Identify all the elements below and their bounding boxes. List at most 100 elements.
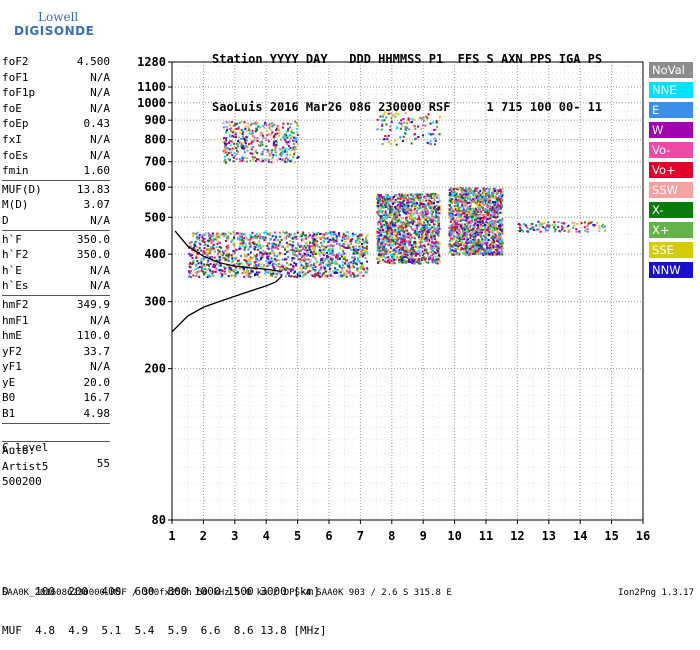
echo-point [495,195,497,197]
echo-point [242,143,244,145]
echo-point [315,258,317,260]
echo-point [492,207,494,209]
echo-point [267,151,269,153]
echo-point [431,256,433,258]
echo-point [493,203,495,205]
echo-point [485,250,487,252]
echo-point [416,210,418,212]
echo-point [499,212,501,214]
echo-point [223,266,225,268]
echo-point [473,251,475,253]
echo-point [419,213,421,215]
echo-point [212,246,214,248]
echo-point [278,263,280,265]
echo-point [292,241,294,243]
echo-point [267,243,269,245]
echo-point [208,232,210,234]
echo-point [365,236,367,238]
echo-point [431,217,433,219]
echo-point [223,252,225,254]
echo-point [341,245,343,247]
echo-point [547,221,549,223]
echo-point [436,216,438,218]
echo-point [396,256,398,258]
echo-point [476,187,478,189]
echo-point [204,238,206,240]
echo-point [213,248,215,250]
echo-point [436,197,438,199]
echo-point [294,146,296,148]
echo-point [401,241,403,243]
echo-point [331,254,333,256]
echo-point [297,124,299,126]
echo-point [222,257,224,259]
echo-point [486,203,488,205]
echo-point [494,190,496,192]
echo-point [378,238,380,240]
echo-point [404,259,406,261]
echo-point [598,225,600,227]
echo-point [243,276,245,278]
echo-point [216,246,218,248]
echo-point [262,236,264,238]
echo-point [352,272,354,274]
echo-point [424,258,426,260]
echo-point [397,226,399,228]
echo-point [338,252,340,254]
echo-point [233,160,235,162]
echo-point [288,135,290,137]
echo-point [289,160,291,162]
echo-point [238,236,240,238]
echo-point [250,238,252,240]
echo-point [348,247,350,249]
echo-point [217,236,219,238]
echo-point [275,140,277,142]
echo-point [243,237,245,239]
echo-point [454,226,456,228]
echo-point [207,255,209,257]
echo-point [263,264,265,266]
echo-point [578,231,580,233]
echo-point [391,207,393,209]
echo-point [395,251,397,253]
echo-point [256,152,258,154]
echo-point [325,232,327,234]
echo-point [253,243,255,245]
echo-point [396,210,398,212]
echo-point [324,274,326,276]
echo-point [553,226,555,228]
echo-point [225,250,227,252]
echo-point [204,271,206,273]
echo-point [435,212,437,214]
echo-point [256,261,258,263]
echo-point [423,203,425,205]
echo-point [239,243,241,245]
echo-point [189,255,191,257]
echo-point [309,242,311,244]
echo-point [227,257,229,259]
echo-point [323,240,325,242]
echo-point [457,248,459,250]
echo-point [260,252,262,254]
echo-point [389,196,391,198]
echo-point [199,270,201,272]
echo-point [211,257,213,259]
echo-point [386,136,388,138]
echo-point [429,197,431,199]
echo-point [394,237,396,239]
echo-point [306,255,308,257]
echo-point [263,127,265,129]
echo-point [424,125,426,127]
echo-point [457,203,459,205]
echo-point [378,211,380,213]
echo-point [396,144,398,146]
echo-point [309,234,311,236]
echo-point [202,253,204,255]
echo-point [269,262,271,264]
echo-point [274,268,276,270]
echo-point [554,230,556,232]
echo-point [429,244,431,246]
echo-point [460,225,462,227]
echo-point [498,246,500,248]
echo-point [411,118,413,120]
